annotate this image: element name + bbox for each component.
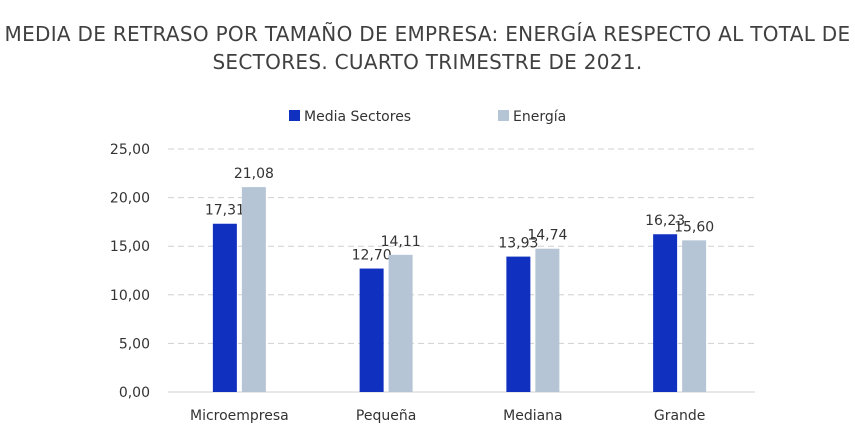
y-tick-label: 0,00 bbox=[119, 385, 150, 401]
data-label: 14,11 bbox=[381, 234, 421, 250]
y-tick-label: 15,00 bbox=[110, 239, 150, 255]
bar-media-sectores bbox=[506, 256, 531, 392]
legend-swatch bbox=[498, 110, 509, 121]
bar-energia bbox=[241, 187, 266, 392]
data-label: 14,74 bbox=[527, 228, 567, 244]
bar-media-sectores bbox=[212, 223, 237, 392]
legend-swatch bbox=[289, 110, 300, 121]
legend-label: Energía bbox=[513, 109, 566, 125]
bar-energia bbox=[388, 254, 413, 392]
data-label: 21,08 bbox=[234, 166, 274, 182]
x-tick-label: Grande bbox=[654, 408, 706, 424]
y-tick-label: 25,00 bbox=[110, 142, 150, 158]
bar-energia bbox=[535, 248, 560, 392]
bar-media-sectores bbox=[653, 234, 678, 392]
x-tick-label: Microempresa bbox=[190, 408, 289, 424]
x-tick-label: Pequeña bbox=[356, 408, 416, 424]
chart-title: MEDIA DE RETRASO POR TAMAÑO DE EMPRESA: … bbox=[4, 22, 851, 74]
legend-label: Media Sectores bbox=[304, 109, 411, 125]
data-label: 17,31 bbox=[205, 203, 245, 219]
bar-media-sectores bbox=[359, 268, 384, 392]
data-label: 12,70 bbox=[352, 248, 392, 264]
y-tick-label: 20,00 bbox=[110, 191, 150, 207]
x-tick-label: Mediana bbox=[503, 408, 563, 424]
y-tick-label: 5,00 bbox=[119, 336, 150, 352]
data-label: 13,93 bbox=[498, 236, 538, 252]
bar-energia bbox=[682, 240, 707, 392]
y-tick-label: 10,00 bbox=[110, 288, 150, 304]
data-label: 15,60 bbox=[674, 219, 714, 235]
data-label: 16,23 bbox=[645, 213, 685, 229]
